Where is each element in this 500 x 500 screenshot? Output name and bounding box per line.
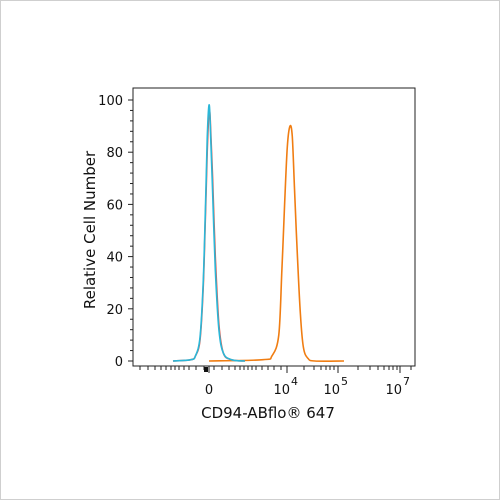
x-tick-exponent: 7 <box>403 375 410 388</box>
x-tick-exponent: 5 <box>341 375 348 388</box>
y-tick-label: 40 <box>106 251 123 266</box>
x-axis-title: CD94-ABflo® 647 <box>201 404 335 422</box>
plot-area-border <box>132 87 416 367</box>
x-zero-marker <box>204 367 208 372</box>
x-tick-label: 10 <box>273 383 290 398</box>
y-tick-label: 0 <box>115 355 123 370</box>
y-tick-label: 60 <box>106 198 123 213</box>
y-axis-ticks: 0 20 40 60 80 100 <box>98 94 133 370</box>
y-tick-label: 100 <box>98 94 123 109</box>
y-axis-title: Relative Cell Number <box>81 150 99 309</box>
series-layer <box>172 104 345 362</box>
x-tick-label: 10 <box>385 383 402 398</box>
y-tick-label: 80 <box>106 146 123 161</box>
x-tick-label: 10 <box>323 383 340 398</box>
x-tick-exponent: 4 <box>291 375 298 388</box>
histogram-curve-red <box>172 109 246 362</box>
histogram-curve-blue <box>172 104 246 362</box>
x-tick-label: 0 <box>205 383 213 398</box>
y-tick-label: 20 <box>106 303 123 318</box>
histogram-curve-orange <box>208 124 345 362</box>
